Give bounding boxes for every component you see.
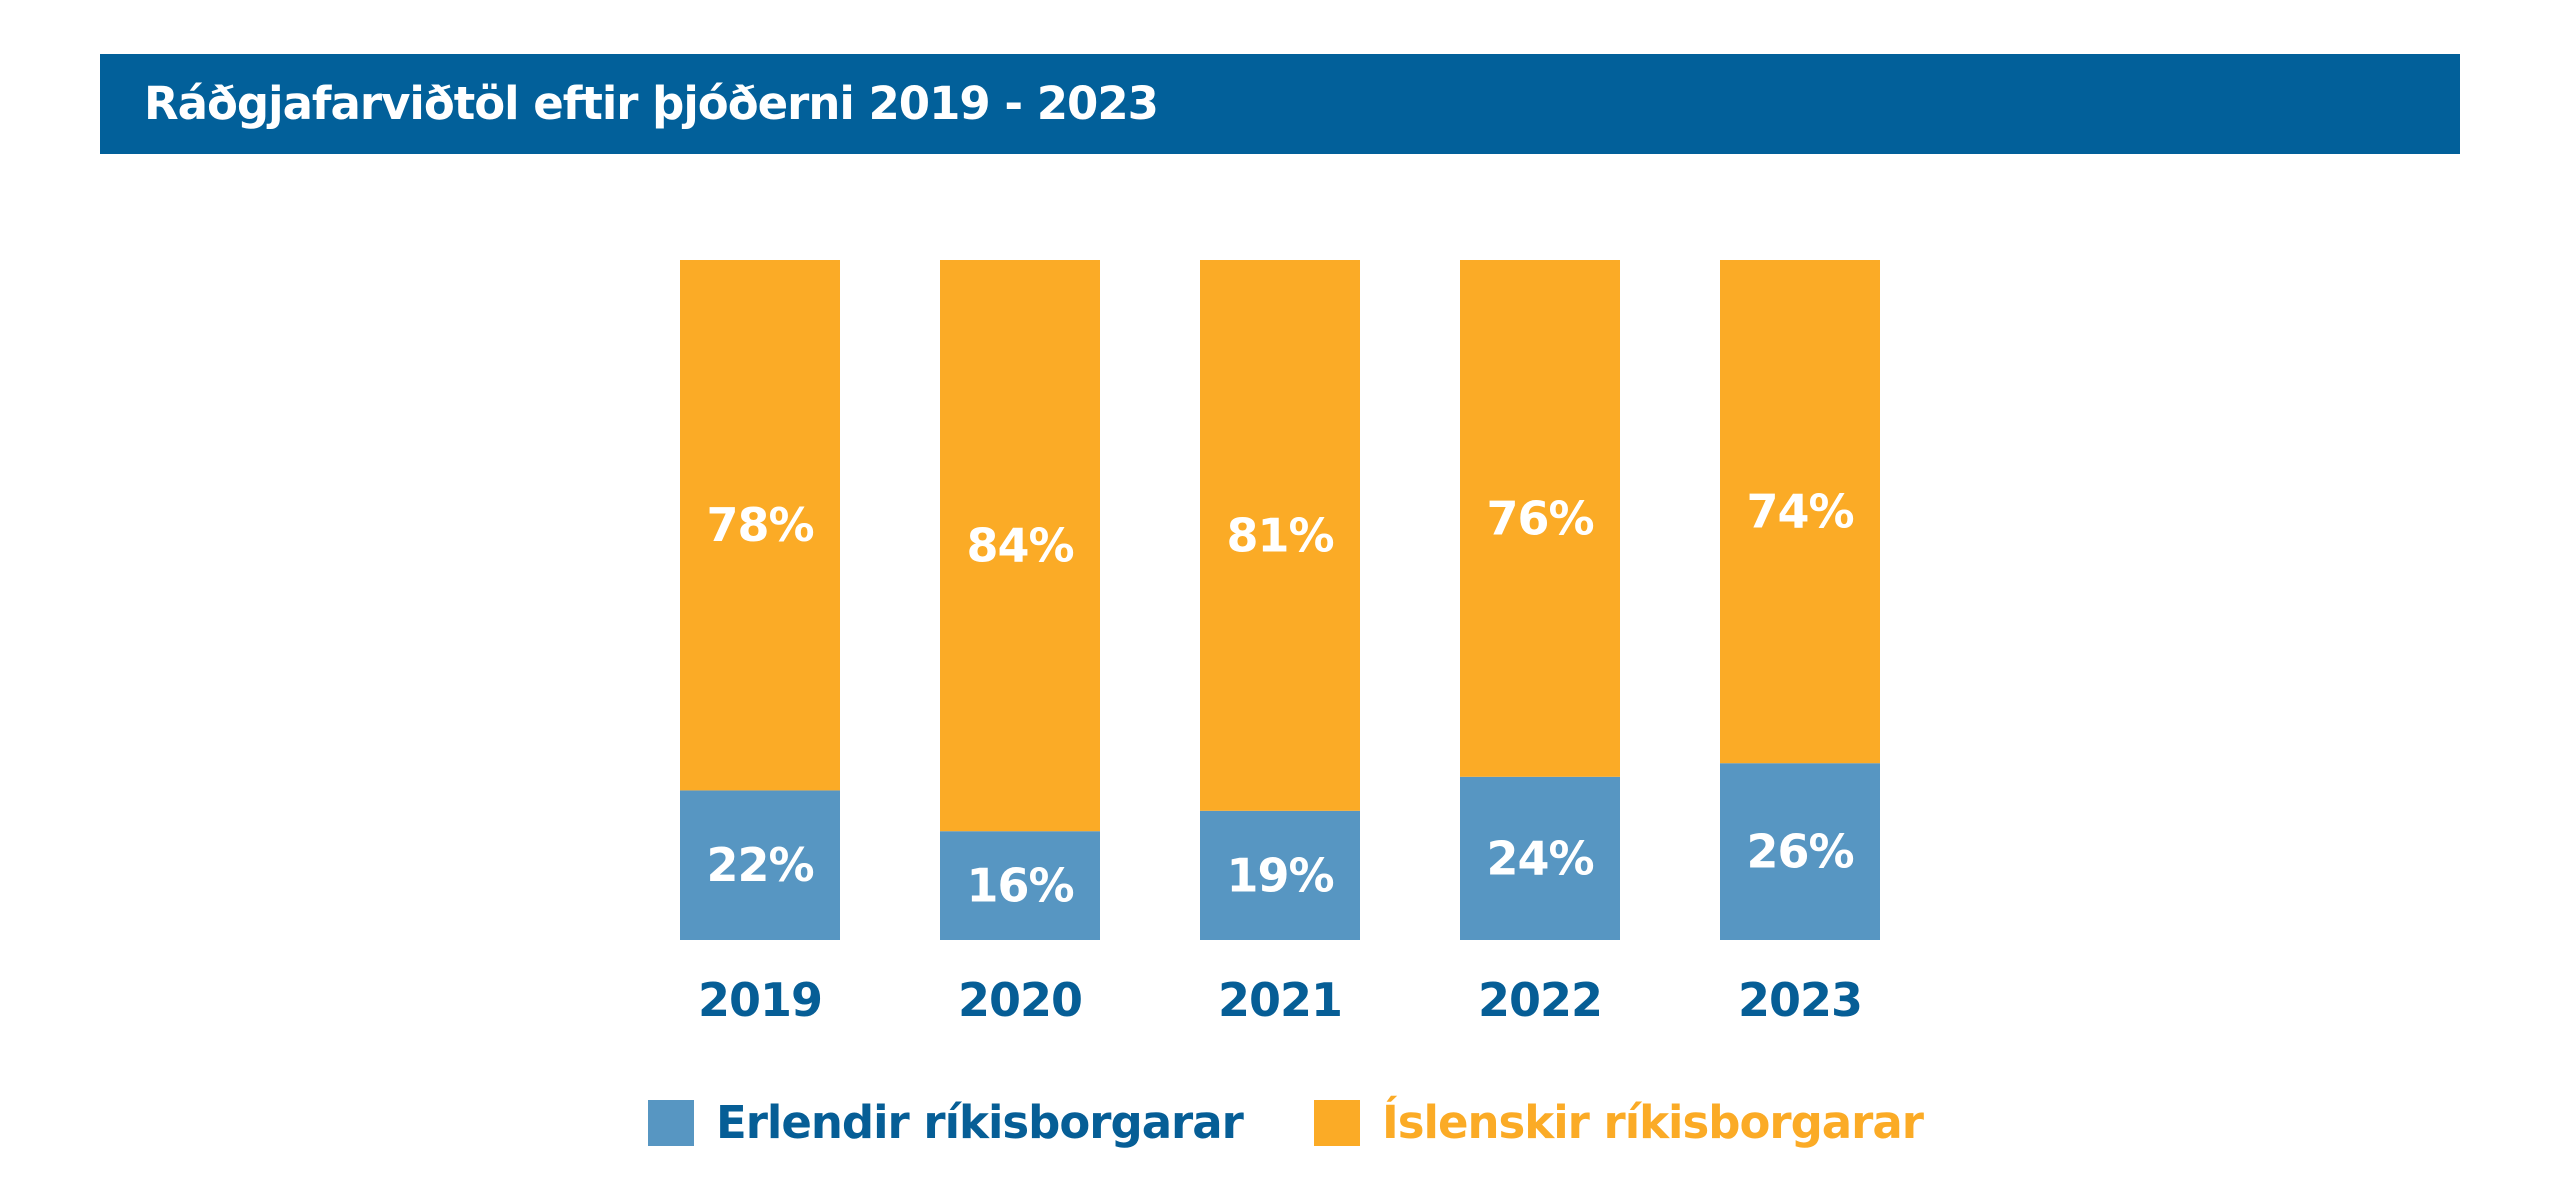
x-tick-label-2019: 2019 [698,973,822,1027]
data-label-icelandic-2019: 78% [706,498,813,552]
bar-segment-icelandic-2023 [1720,260,1880,764]
x-tick-label-2020: 2020 [958,973,1082,1027]
legend-label-foreign: Erlendir ríkisborgarar [716,1096,1244,1149]
data-label-foreign-2021: 19% [1226,848,1333,902]
data-label-foreign-2019: 22% [706,838,813,892]
legend-item-icelandic: Íslenskir ríkisborgarar [1314,1096,1924,1149]
data-label-foreign-2022: 24% [1486,831,1593,885]
data-label-foreign-2023: 26% [1746,825,1853,879]
legend-label-icelandic: Íslenskir ríkisborgarar [1382,1096,1924,1149]
bar-segment-foreign-2021 [1200,810,1360,940]
x-tick-label-2022: 2022 [1478,973,1602,1027]
legend-swatch-foreign [648,1100,694,1146]
bar-segment-icelandic-2021 [1200,260,1360,811]
chart-title: Ráðgjafarviðtöl eftir þjóðerni 2019 - 20… [144,77,1159,130]
data-label-icelandic-2023: 74% [1746,485,1853,539]
legend-swatch-icelandic [1314,1100,1360,1146]
bar-segment-foreign-2022 [1460,776,1620,940]
title-banner: Ráðgjafarviðtöl eftir þjóðerni 2019 - 20… [100,54,2460,154]
data-label-icelandic-2020: 84% [966,519,1073,573]
data-label-icelandic-2022: 76% [1486,491,1593,545]
bar-segment-foreign-2020 [940,831,1100,940]
legend-item-foreign: Erlendir ríkisborgarar [648,1096,1244,1149]
data-label-foreign-2020: 16% [966,859,1073,913]
bar-segment-icelandic-2019 [680,260,840,791]
data-label-icelandic-2021: 81% [1226,508,1333,562]
bar-segment-icelandic-2020 [940,260,1100,832]
bar-segment-foreign-2023 [1720,763,1880,940]
bar-segment-foreign-2019 [680,790,840,940]
x-tick-label-2023: 2023 [1738,973,1862,1027]
bar-segment-icelandic-2022 [1460,260,1620,777]
x-tick-label-2021: 2021 [1218,973,1342,1027]
